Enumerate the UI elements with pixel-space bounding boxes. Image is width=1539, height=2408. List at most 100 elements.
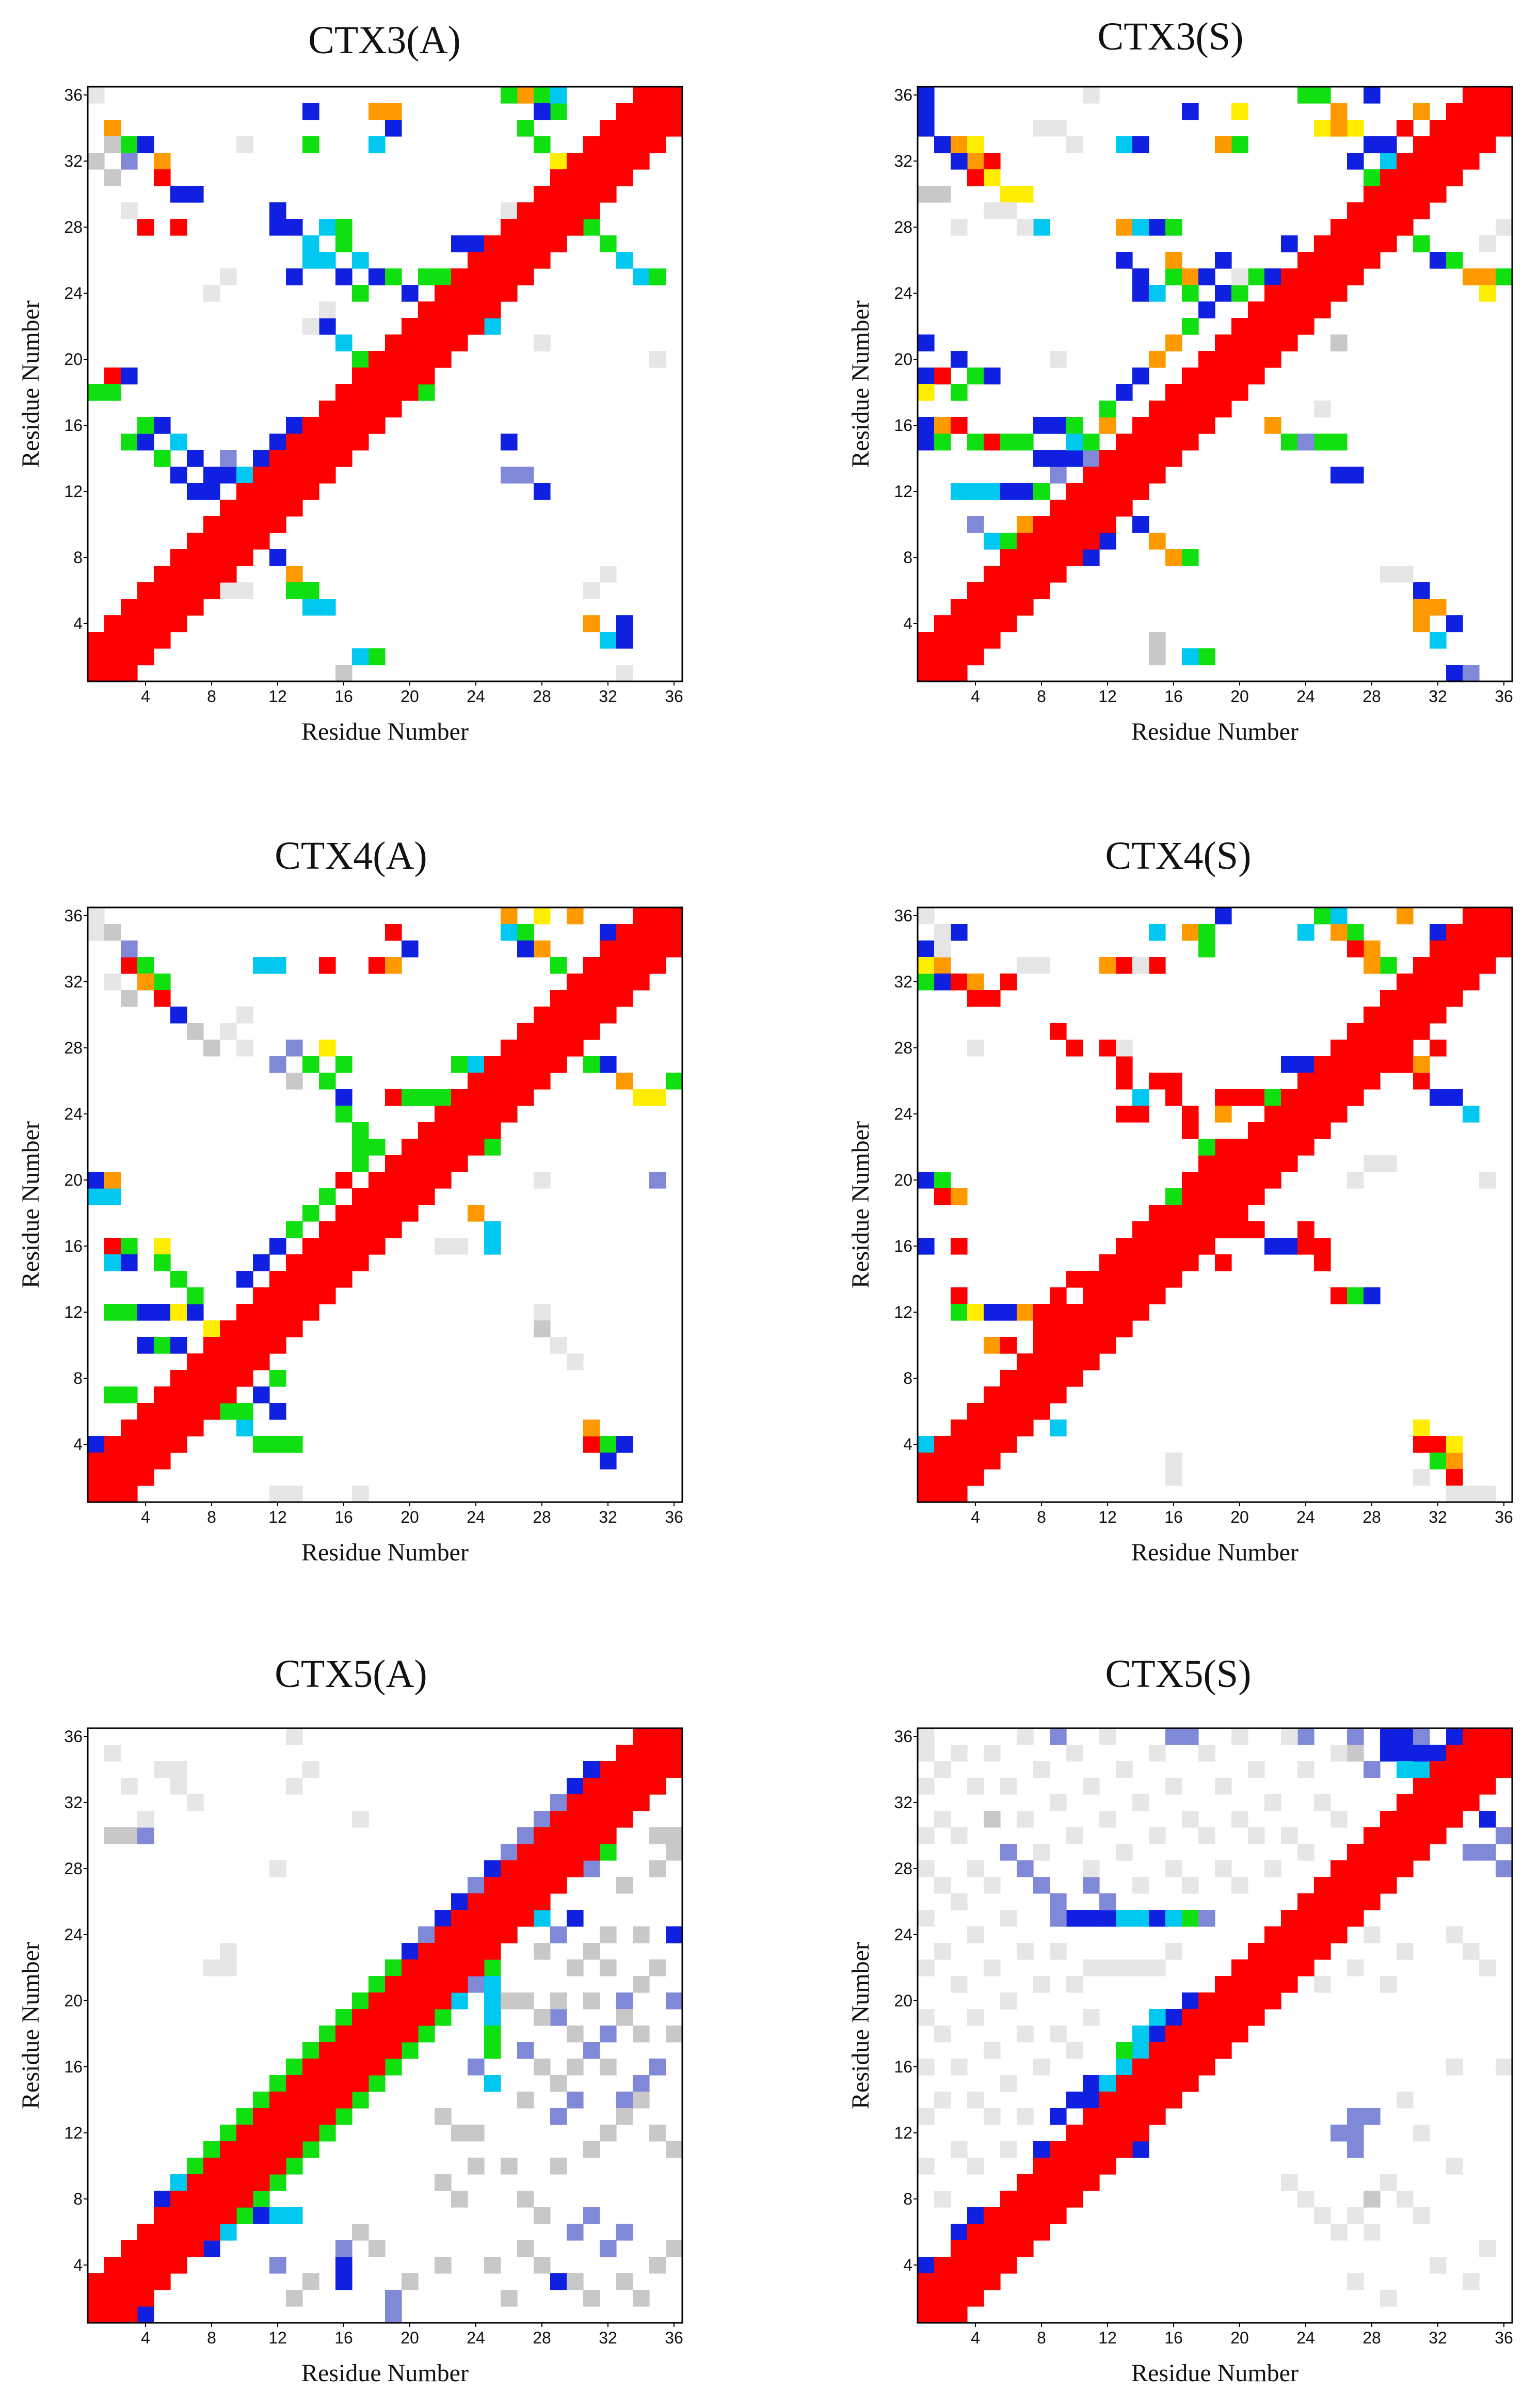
- contact-cell: [402, 940, 419, 958]
- diagonal-cell: [1430, 136, 1447, 153]
- diagonal-cell: [352, 1188, 369, 1205]
- y-tick-label: 24: [894, 1105, 912, 1123]
- contact-cell: [918, 434, 935, 451]
- contact-cell: [154, 1304, 171, 1321]
- diagonal-cell: [154, 2273, 171, 2290]
- contact-cell: [649, 1089, 666, 1106]
- contact-cell: [402, 2042, 419, 2059]
- contact-cell: [1364, 2108, 1381, 2125]
- diagonal-cell: [1380, 235, 1397, 252]
- diagonal-cell: [335, 401, 352, 418]
- diagonal-cell: [187, 2174, 204, 2191]
- contact-cell: [1347, 1745, 1364, 1762]
- contact-cell: [319, 1073, 336, 1090]
- diagonal-cell: [1248, 351, 1265, 368]
- diagonal-cell: [1281, 1959, 1298, 1976]
- diagonal-cell: [1066, 2125, 1083, 2142]
- contact-cell: [385, 268, 402, 285]
- diagonal-cell: [934, 1486, 951, 1503]
- diagonal-cell: [550, 990, 567, 1007]
- contact-cell: [203, 483, 220, 500]
- contact-cell: [1314, 1976, 1331, 1993]
- contact-cell: [1430, 924, 1447, 941]
- diagonal-cell: [967, 1453, 984, 1470]
- contact-cell: [352, 1486, 369, 1503]
- contact-cell: [286, 1040, 303, 1057]
- diagonal-cell: [1397, 1860, 1414, 1877]
- diagonal-cell: [1380, 1023, 1397, 1040]
- contact-cell: [666, 1926, 683, 1943]
- y-tick-label: 24: [894, 284, 912, 302]
- contact-cell: [1413, 2125, 1430, 2142]
- contact-cell: [1132, 219, 1149, 236]
- contact-cell: [1066, 1745, 1083, 1762]
- diagonal-cell: [1099, 2141, 1116, 2158]
- diagonal-cell: [1132, 1287, 1149, 1304]
- diagonal-cell: [1050, 566, 1067, 583]
- contact-cell: [1231, 285, 1248, 302]
- diagonal-cell: [666, 1728, 683, 1745]
- contact-cell: [534, 334, 551, 352]
- diagonal-cell: [967, 2224, 984, 2241]
- diagonal-cell: [1017, 566, 1034, 583]
- contact-cell: [649, 1827, 666, 1844]
- diagonal-cell: [1446, 103, 1463, 120]
- diagonal-cell: [269, 2141, 286, 2158]
- diagonal-cell: [302, 450, 319, 467]
- panel-title: CTX3(A): [308, 19, 461, 62]
- y-tick-label: 24: [64, 1105, 83, 1123]
- y-tick-label: 12: [64, 1303, 83, 1321]
- contact-cell: [918, 940, 935, 958]
- diagonal-cell: [1496, 103, 1513, 120]
- diagonal-cell: [137, 632, 154, 649]
- diagonal-cell: [1050, 2207, 1067, 2224]
- diagonal-cell: [402, 1172, 419, 1189]
- y-tick-label: 36: [894, 1727, 912, 1746]
- diagonal-cell: [435, 1155, 452, 1172]
- contact-cell: [435, 1910, 452, 1927]
- diagonal-cell: [1198, 401, 1215, 418]
- x-tick-label: 12: [268, 687, 287, 706]
- diagonal-cell: [1380, 990, 1397, 1007]
- diagonal-cell: [286, 450, 303, 467]
- x-tick-label: 32: [599, 687, 617, 706]
- contact-cell: [1397, 120, 1414, 137]
- diagonal-cell: [121, 1469, 138, 1486]
- contact-cell: [918, 1238, 935, 1255]
- contact-cell: [517, 1992, 534, 2010]
- diagonal-cell: [616, 153, 633, 170]
- diagonal-cell: [1033, 2207, 1050, 2224]
- contact-cell: [967, 1926, 984, 1943]
- contact-cell: [1231, 1221, 1248, 1238]
- diagonal-cell: [967, 2290, 984, 2307]
- contact-cell: [918, 1860, 935, 1877]
- diagonal-cell: [517, 1844, 534, 1861]
- contact-cell: [918, 2108, 935, 2125]
- diagonal-cell: [918, 632, 935, 649]
- x-tick-label: 32: [1429, 687, 1447, 706]
- y-tick-label: 24: [894, 1925, 912, 1944]
- diagonal-cell: [236, 2158, 253, 2175]
- y-axis-label: Residue Number: [847, 1942, 874, 2109]
- diagonal-cell: [649, 907, 666, 924]
- x-tick-label: 4: [971, 2329, 980, 2347]
- contact-cell: [1364, 2191, 1381, 2208]
- contact-cell: [203, 1320, 220, 1337]
- diagonal-cell: [484, 1106, 501, 1123]
- contact-cell: [517, 2191, 534, 2208]
- diagonal-cell: [1446, 940, 1463, 958]
- contact-cell: [1165, 1860, 1182, 1877]
- contact-cell: [666, 1073, 683, 1090]
- contact-cell: [484, 2009, 501, 2026]
- diagonal-cell: [616, 924, 633, 941]
- contact-cell: [633, 2026, 650, 2043]
- diagonal-cell: [918, 1486, 935, 1503]
- diagonal-cell: [1314, 1122, 1331, 1139]
- diagonal-cell: [1215, 1155, 1232, 1172]
- diagonal-cell: [1050, 1386, 1067, 1404]
- diagonal-cell: [1116, 2075, 1133, 2092]
- diagonal-cell: [402, 368, 419, 385]
- diagonal-cell: [1397, 1023, 1414, 1040]
- contact-cell: [1132, 1089, 1149, 1106]
- diagonal-cell: [583, 1811, 600, 1828]
